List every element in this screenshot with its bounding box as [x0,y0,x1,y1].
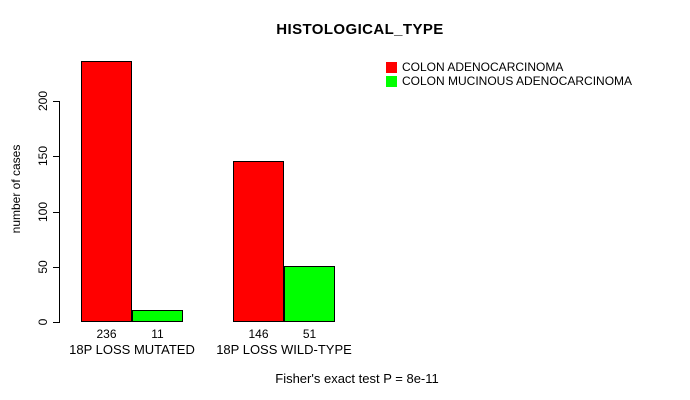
y-axis-tick [53,267,59,268]
y-axis-tick-label: 150 [36,145,50,167]
y-axis-tick-label: 100 [36,201,50,223]
legend: COLON ADENOCARCINOMA COLON MUCINOUS ADEN… [386,60,633,89]
y-axis-tick [53,101,59,102]
y-axis-tick-label: 0 [36,318,50,326]
bar-value-label: 11 [151,327,164,341]
bar [132,310,183,322]
bar [81,61,132,322]
bar-value-label: 236 [96,327,117,341]
chart-title: HISTOLOGICAL_TYPE [276,21,444,38]
bar [284,266,335,322]
legend-swatch-green-icon [386,75,397,87]
bar-value-label: 146 [248,327,269,341]
category-label: 18P LOSS WILD-TYPE [216,342,352,357]
bar [233,161,284,322]
legend-item: COLON MUCINOUS ADENOCARCINOMA [386,74,633,88]
legend-label: COLON MUCINOUS ADENOCARCINOMA [402,74,633,88]
legend-item: COLON ADENOCARCINOMA [386,60,632,74]
y-axis-tick-label: 50 [36,260,50,274]
y-axis-tick [53,156,59,157]
bar-value-label: 51 [302,327,317,341]
y-axis-tick [53,212,59,213]
category-label: 18P LOSS MUTATED [69,342,195,357]
stat-caption: Fisher's exact test P = 8e-11 [275,371,439,386]
legend-label: COLON ADENOCARCINOMA [402,60,564,74]
y-axis-tick [53,322,59,323]
y-axis-line [59,101,60,323]
y-axis-label: number of cases [9,144,23,234]
legend-swatch-red-icon [386,61,397,73]
y-axis-tick-label: 200 [36,90,50,112]
